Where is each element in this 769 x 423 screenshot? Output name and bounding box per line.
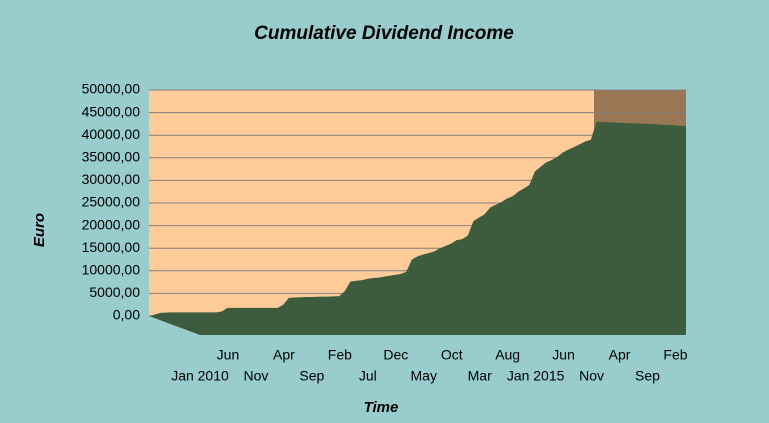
y-tick-label: 10000,00 bbox=[82, 262, 141, 278]
y-tick-label: 45000,00 bbox=[82, 103, 141, 119]
y-tick-label: 50000,00 bbox=[82, 81, 141, 97]
x-tick-label: May bbox=[411, 368, 437, 384]
area bbox=[149, 121, 686, 316]
y-tick-label: 40000,00 bbox=[82, 126, 141, 142]
y-tick-label: 15000,00 bbox=[82, 239, 141, 255]
x-tick-label: Nov bbox=[579, 368, 604, 384]
x-tick-label: Apr bbox=[609, 347, 631, 363]
x-tick-label: Dec bbox=[383, 347, 408, 363]
x-tick-label: Sep bbox=[299, 368, 324, 384]
x-tick-label: Apr bbox=[273, 347, 295, 363]
x-tick-label: Oct bbox=[441, 347, 463, 363]
x-tick-label: Jun bbox=[217, 347, 240, 363]
x-axis-label: Time bbox=[364, 399, 399, 416]
y-tick-label: 0,00 bbox=[113, 307, 140, 323]
x-tick-label: Jun bbox=[552, 347, 575, 363]
y-axis-label: Euro bbox=[31, 213, 48, 247]
x-tick-label: Feb bbox=[663, 347, 687, 363]
chart-title: Cumulative Dividend Income bbox=[254, 23, 514, 44]
x-tick-label: Aug bbox=[495, 347, 520, 363]
x-tick-label: Mar bbox=[468, 368, 492, 384]
y-tick-label: 35000,00 bbox=[82, 149, 141, 165]
plot-floor bbox=[149, 316, 686, 335]
y-tick-label: 5000,00 bbox=[89, 284, 140, 300]
x-tick-label: Jan 2010 bbox=[171, 368, 229, 384]
x-tick-label: Sep bbox=[635, 368, 660, 384]
x-tick-label: Jul bbox=[359, 368, 377, 384]
x-tick-label: Jan 2015 bbox=[507, 368, 565, 384]
y-tick-label: 20000,00 bbox=[82, 216, 141, 232]
x-tick-label: Nov bbox=[243, 368, 268, 384]
y-tick-label: 30000,00 bbox=[82, 171, 141, 187]
x-tick-label: Feb bbox=[328, 347, 352, 363]
y-tick-label: 25000,00 bbox=[82, 194, 141, 210]
